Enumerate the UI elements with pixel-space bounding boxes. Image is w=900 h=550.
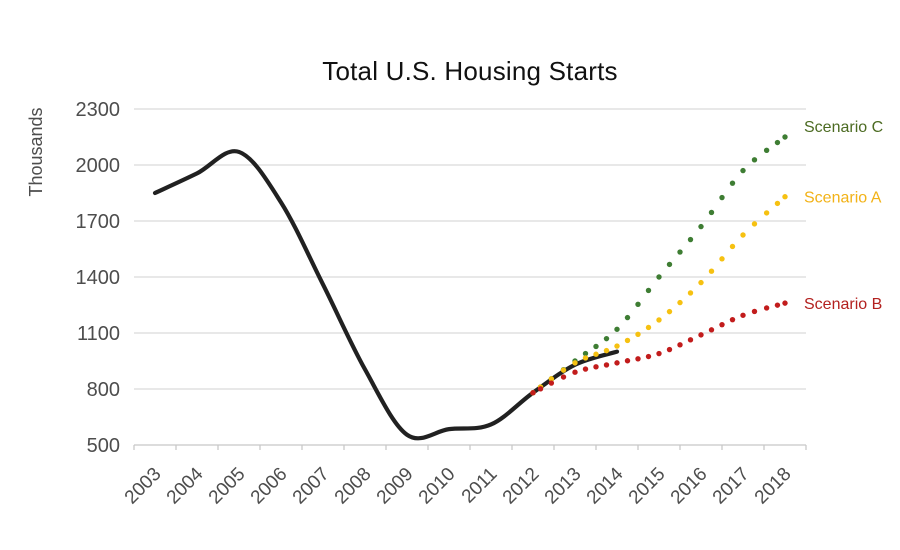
scenario-b-dot: [537, 386, 544, 392]
scenario-a-dot: [614, 343, 620, 349]
scenario-b-dot: [548, 380, 555, 386]
scenario-c-dot: [635, 301, 641, 307]
scenario-c-dot: [763, 147, 770, 153]
y-axis-tick-label: 2000: [76, 155, 121, 177]
scenario-a-dot: [751, 221, 758, 227]
scenario-a-dot: [603, 347, 610, 354]
y-axis-tick-label: 500: [87, 435, 120, 457]
scenario-c-dot: [582, 350, 589, 357]
scenario-b-dot: [708, 327, 715, 333]
x-axis-label: 2012: [499, 464, 544, 509]
x-axis-label: 2011: [458, 464, 502, 508]
scenario-c-dot: [603, 335, 610, 342]
scenario-c-dot: [687, 236, 694, 243]
y-axis-tick-label: 1400: [76, 267, 121, 289]
scenario-a-dot: [666, 308, 673, 315]
y-axis-tick-label: 2300: [76, 99, 121, 121]
x-axis-label: 2005: [205, 464, 250, 509]
scenario-a-dot: [763, 210, 770, 216]
scenario-b-dot: [751, 308, 758, 315]
scenario-b-dot: [698, 332, 704, 338]
scenario-b-dot: [614, 360, 620, 366]
scenario-b-dot: [560, 374, 567, 380]
scenario-c-dot: [719, 194, 725, 201]
scenario-b-dot: [729, 316, 736, 323]
y-axis-tick-label: 800: [87, 379, 120, 401]
scenario-a-dot: [729, 243, 736, 250]
scenario-a-dot: [560, 367, 567, 373]
scenario-b-dot: [603, 362, 610, 368]
scenario-c-label: Scenario C: [804, 119, 883, 136]
scenario-a-dot: [593, 351, 599, 357]
scenario-c-dot: [740, 167, 746, 174]
x-axis-label: 2007: [289, 464, 334, 509]
scenario-c-dot: [624, 314, 631, 321]
x-axis-label: 2009: [373, 464, 418, 509]
scenario-c-dot: [782, 134, 788, 140]
scenario-b-dot: [624, 358, 631, 364]
x-axis-label: 2003: [121, 464, 166, 509]
scenario-b-dot: [593, 364, 599, 370]
scenario-a-dot: [572, 360, 578, 366]
scenario-b-label: Scenario B: [804, 296, 882, 313]
scenario-b-dot: [666, 346, 673, 353]
scenario-c-dot: [774, 139, 781, 146]
scenario-a-dot: [708, 268, 715, 274]
scenario-b-dot: [582, 366, 589, 372]
x-axis-label: 2010: [415, 464, 460, 509]
x-axis-label: 2017: [709, 464, 754, 509]
scenario-b-dot: [782, 300, 788, 306]
y-axis-tick-label: 1700: [76, 211, 121, 233]
scenario-b-dot: [572, 369, 578, 375]
scenario-b-dot: [677, 342, 683, 348]
x-axis-label: 2014: [583, 463, 628, 508]
scenario-c-dot: [751, 157, 758, 163]
scenario-b-dot: [635, 356, 641, 362]
x-axis-label: 2016: [667, 464, 712, 509]
scenario-a-dot: [719, 256, 725, 262]
scenario-c-dot: [666, 261, 673, 268]
scenario-a-dot: [687, 290, 694, 296]
scenario-b-dot: [530, 390, 536, 396]
scenario-a-dot: [782, 194, 788, 200]
scenario-a-dot: [635, 331, 641, 337]
scenario-c-dot: [656, 274, 662, 280]
scenario-a-dot: [645, 324, 652, 331]
x-axis-label: 2006: [247, 464, 292, 509]
scenario-c-dot: [614, 326, 620, 332]
scenario-a-dot: [740, 232, 746, 238]
historical-actual-line: [152, 149, 620, 441]
scenario-b-dot: [774, 302, 781, 308]
scenario-c-dot: [698, 223, 704, 230]
y-axis-title: Thousands: [26, 107, 46, 196]
scenario-a-dot: [774, 200, 781, 207]
x-axis-label: 2004: [163, 463, 208, 508]
scenario-b-dot: [656, 350, 662, 357]
x-axis-label: 2013: [541, 464, 586, 509]
scenario-b-dot: [719, 321, 725, 328]
scenario-c-dot: [708, 209, 715, 216]
scenario-c-dot: [593, 343, 599, 350]
scenario-a-label: Scenario A: [804, 190, 882, 207]
chart-title: Total U.S. Housing Starts: [322, 56, 618, 86]
scenario-a-dot: [698, 279, 704, 286]
scenario-b-dot: [645, 353, 652, 360]
scenario-a-dot: [656, 317, 662, 323]
scenario-b-dot: [687, 337, 694, 343]
x-axis-label: 2008: [331, 464, 376, 509]
x-axis-label: 2015: [625, 464, 670, 509]
scenario-c-dot: [645, 287, 652, 294]
scenario-a-dot: [677, 299, 683, 306]
scenario-c-dot: [729, 180, 736, 186]
scenario-a-dot: [624, 337, 631, 344]
scenario-c-dot: [677, 249, 683, 255]
scenario-a-dot: [582, 355, 589, 361]
scenario-b-dot: [763, 305, 770, 311]
y-axis-tick-label: 1100: [77, 323, 120, 345]
scenario-b-dot: [740, 312, 746, 318]
x-axis-label: 2018: [751, 464, 796, 509]
scenario-a-dot: [548, 376, 555, 382]
